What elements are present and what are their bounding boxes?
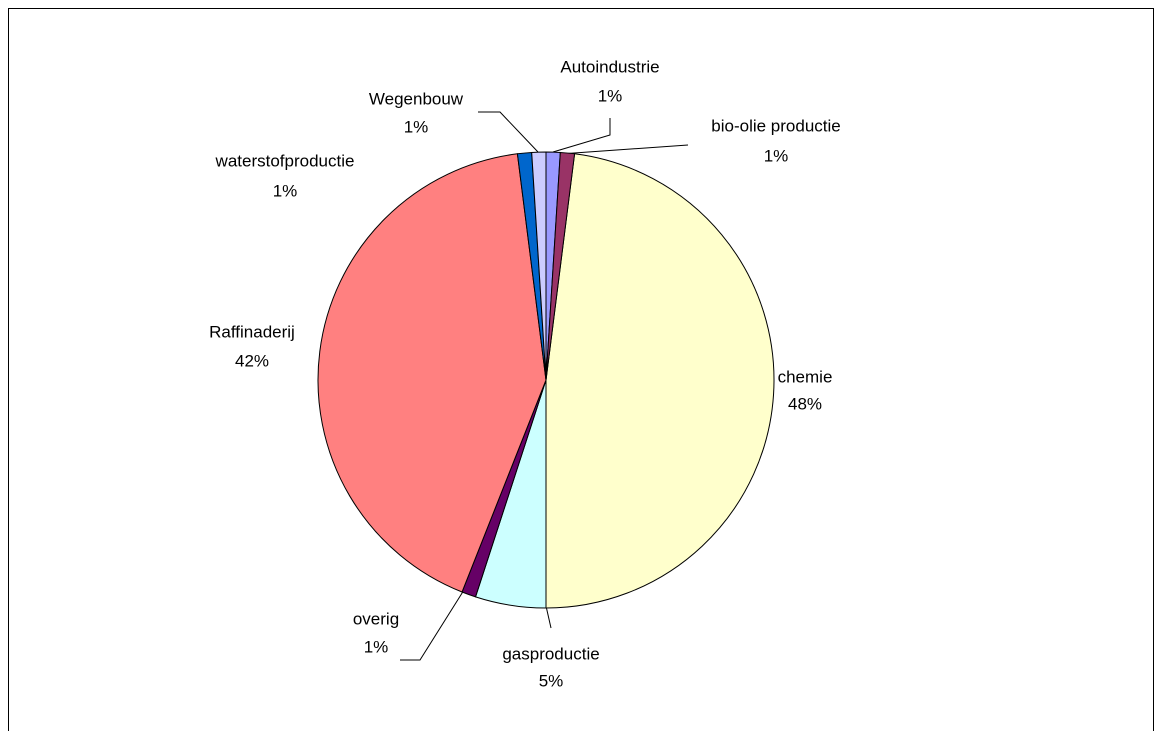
leader-line — [400, 589, 465, 661]
slice-label: Wegenbouw — [369, 89, 464, 108]
slice-value-label: 1% — [404, 117, 429, 136]
slice-value-label: 42% — [235, 351, 269, 370]
slice-value-label: 1% — [764, 146, 789, 165]
leader-line — [545, 605, 552, 629]
slice-value-label: 1% — [364, 637, 389, 656]
slice-label: gasproductie — [502, 644, 599, 663]
slice-label: chemie — [778, 367, 833, 386]
slice-label: Raffinaderij — [209, 322, 295, 341]
slice-label: Autoindustrie — [560, 57, 659, 76]
slice-value-label: 48% — [788, 394, 822, 413]
leader-line — [552, 118, 611, 153]
slice-value-label: 1% — [598, 86, 623, 105]
slice-value-label: 5% — [539, 671, 564, 690]
pie-slice — [545, 153, 775, 609]
leader-line — [478, 111, 539, 153]
pie-slice — [545, 151, 576, 381]
leader-line — [559, 144, 689, 155]
slice-value-label: 1% — [273, 181, 298, 200]
slice-label: bio-olie productie — [711, 116, 840, 135]
slice-label: overig — [353, 609, 399, 628]
pie-slice — [317, 153, 547, 593]
slice-label: waterstofproductie — [215, 151, 355, 170]
